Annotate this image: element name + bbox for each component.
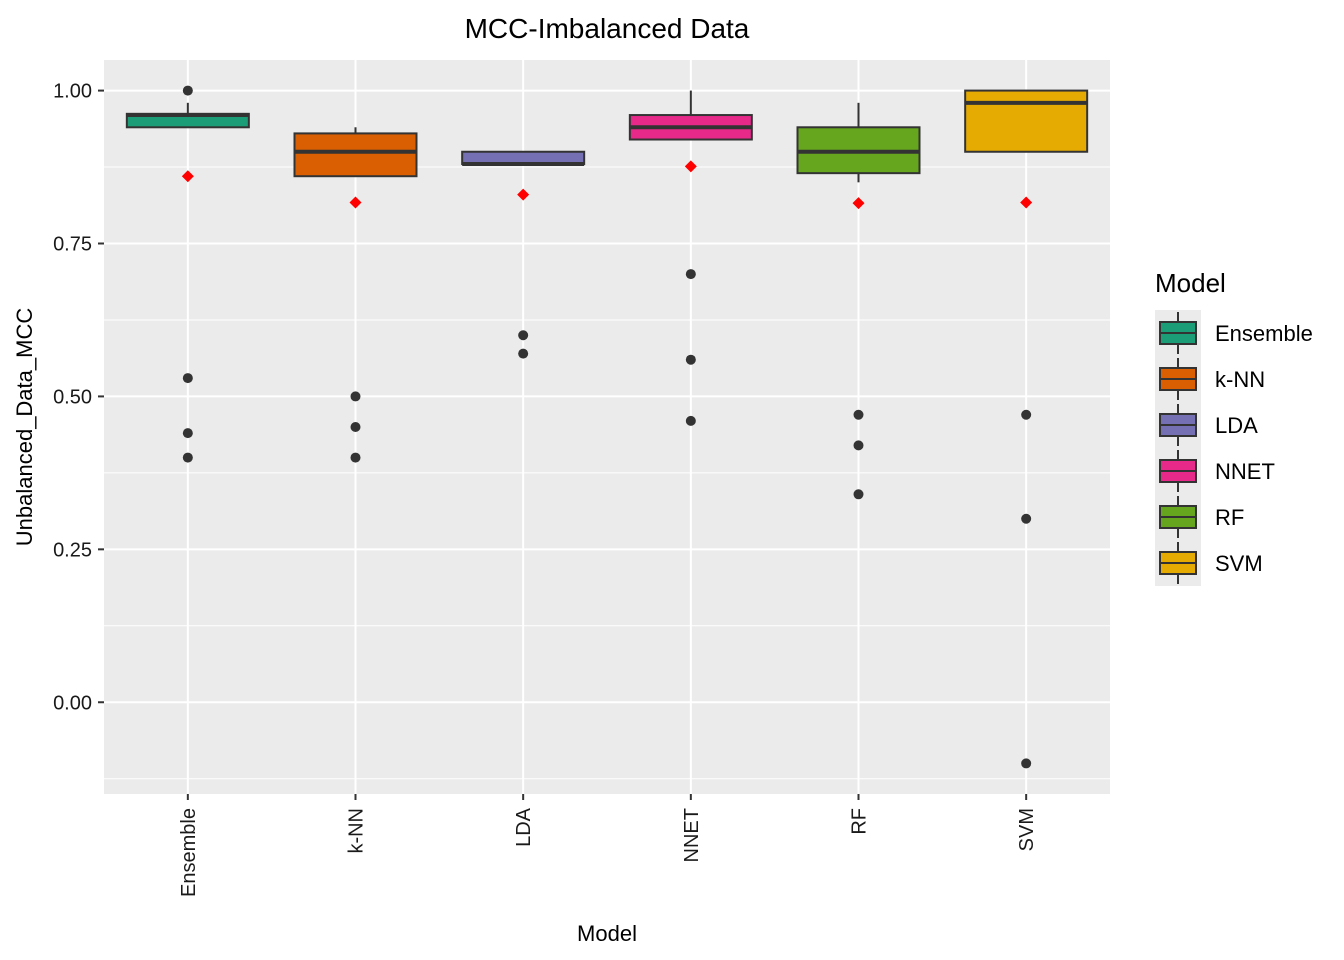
- outlier-point: [1021, 513, 1032, 524]
- outlier-point: [182, 85, 193, 96]
- legend-item: k-NN: [1159, 358, 1265, 400]
- mean-marker: [1020, 196, 1033, 209]
- outlier-point: [350, 391, 361, 402]
- legend-label: LDA: [1215, 413, 1258, 438]
- box-lda: [461, 150, 586, 166]
- x-tick-label: NNET: [681, 808, 703, 862]
- legend-label: RF: [1215, 505, 1244, 530]
- outlier-point: [853, 409, 864, 420]
- boxes: [125, 89, 1089, 183]
- y-axis-title: Unbalanced_Data_MCC: [12, 308, 37, 547]
- x-tick-label: Ensemble: [178, 808, 200, 897]
- legend-label: k-NN: [1215, 367, 1265, 392]
- outlier-point: [518, 330, 529, 341]
- outliers: [182, 85, 1032, 769]
- y-tick-label: 0.50: [53, 386, 92, 408]
- legend-title: Model: [1155, 268, 1226, 298]
- y-tick-label: 0.25: [53, 539, 92, 561]
- outlier-point: [518, 348, 529, 359]
- legend-label: NNET: [1215, 459, 1275, 484]
- x-tick-label: RF: [849, 808, 871, 835]
- mean-marker: [181, 170, 194, 183]
- outlier-point: [350, 452, 361, 463]
- legend-item: LDA: [1159, 404, 1258, 446]
- outlier-point: [853, 489, 864, 500]
- mean-markers: [181, 160, 1033, 210]
- mean-marker: [349, 196, 362, 209]
- y-axis: 0.00 0.25 0.50 0.75 1.00: [53, 81, 104, 714]
- plot-panel: [104, 60, 1110, 794]
- grid-major: [104, 60, 1110, 794]
- outlier-point: [1021, 758, 1032, 769]
- box-ensemble: [125, 102, 250, 129]
- legend-item: NNET: [1159, 450, 1275, 492]
- legend-item: SVM: [1159, 542, 1263, 584]
- x-tick-label: LDA: [513, 807, 535, 847]
- y-tick-label: 0.00: [53, 692, 92, 714]
- y-tick-label: 1.00: [53, 81, 92, 103]
- x-tick-label: SVM: [1016, 808, 1038, 851]
- legend: Model Ensemble k-NN LDA NNET RF SVM: [1155, 268, 1313, 586]
- outlier-point: [350, 422, 361, 432]
- grid-minor: [104, 166, 1110, 780]
- mean-marker: [517, 188, 530, 201]
- outlier-point: [1021, 409, 1032, 420]
- box-rf: [796, 102, 921, 183]
- legend-item: RF: [1159, 496, 1244, 538]
- legend-label: SVM: [1215, 551, 1263, 576]
- y-tick-label: 0.75: [53, 234, 92, 256]
- box-svm: [964, 89, 1089, 153]
- outlier-point: [685, 354, 696, 365]
- mean-marker: [684, 160, 697, 173]
- mean-marker: [852, 197, 865, 210]
- legend-key-background: [1155, 310, 1201, 586]
- x-axis: Ensemble k-NN LDA NNET RF SVM: [178, 794, 1038, 897]
- outlier-point: [182, 452, 193, 463]
- legend-item: Ensemble: [1159, 312, 1313, 354]
- x-axis-title: Model: [577, 921, 637, 946]
- box-body: [293, 132, 418, 178]
- x-tick-label: k-NN: [346, 808, 368, 854]
- box-body: [964, 89, 1089, 153]
- legend-label: Ensemble: [1215, 321, 1313, 346]
- box-nnet: [628, 90, 753, 141]
- outlier-point: [853, 440, 864, 451]
- outlier-point: [685, 269, 696, 280]
- outlier-point: [685, 415, 696, 426]
- box-k-nn: [293, 127, 418, 178]
- outlier-point: [182, 373, 193, 384]
- chart-title: MCC-Imbalanced Data: [465, 13, 750, 44]
- outlier-point: [182, 428, 193, 439]
